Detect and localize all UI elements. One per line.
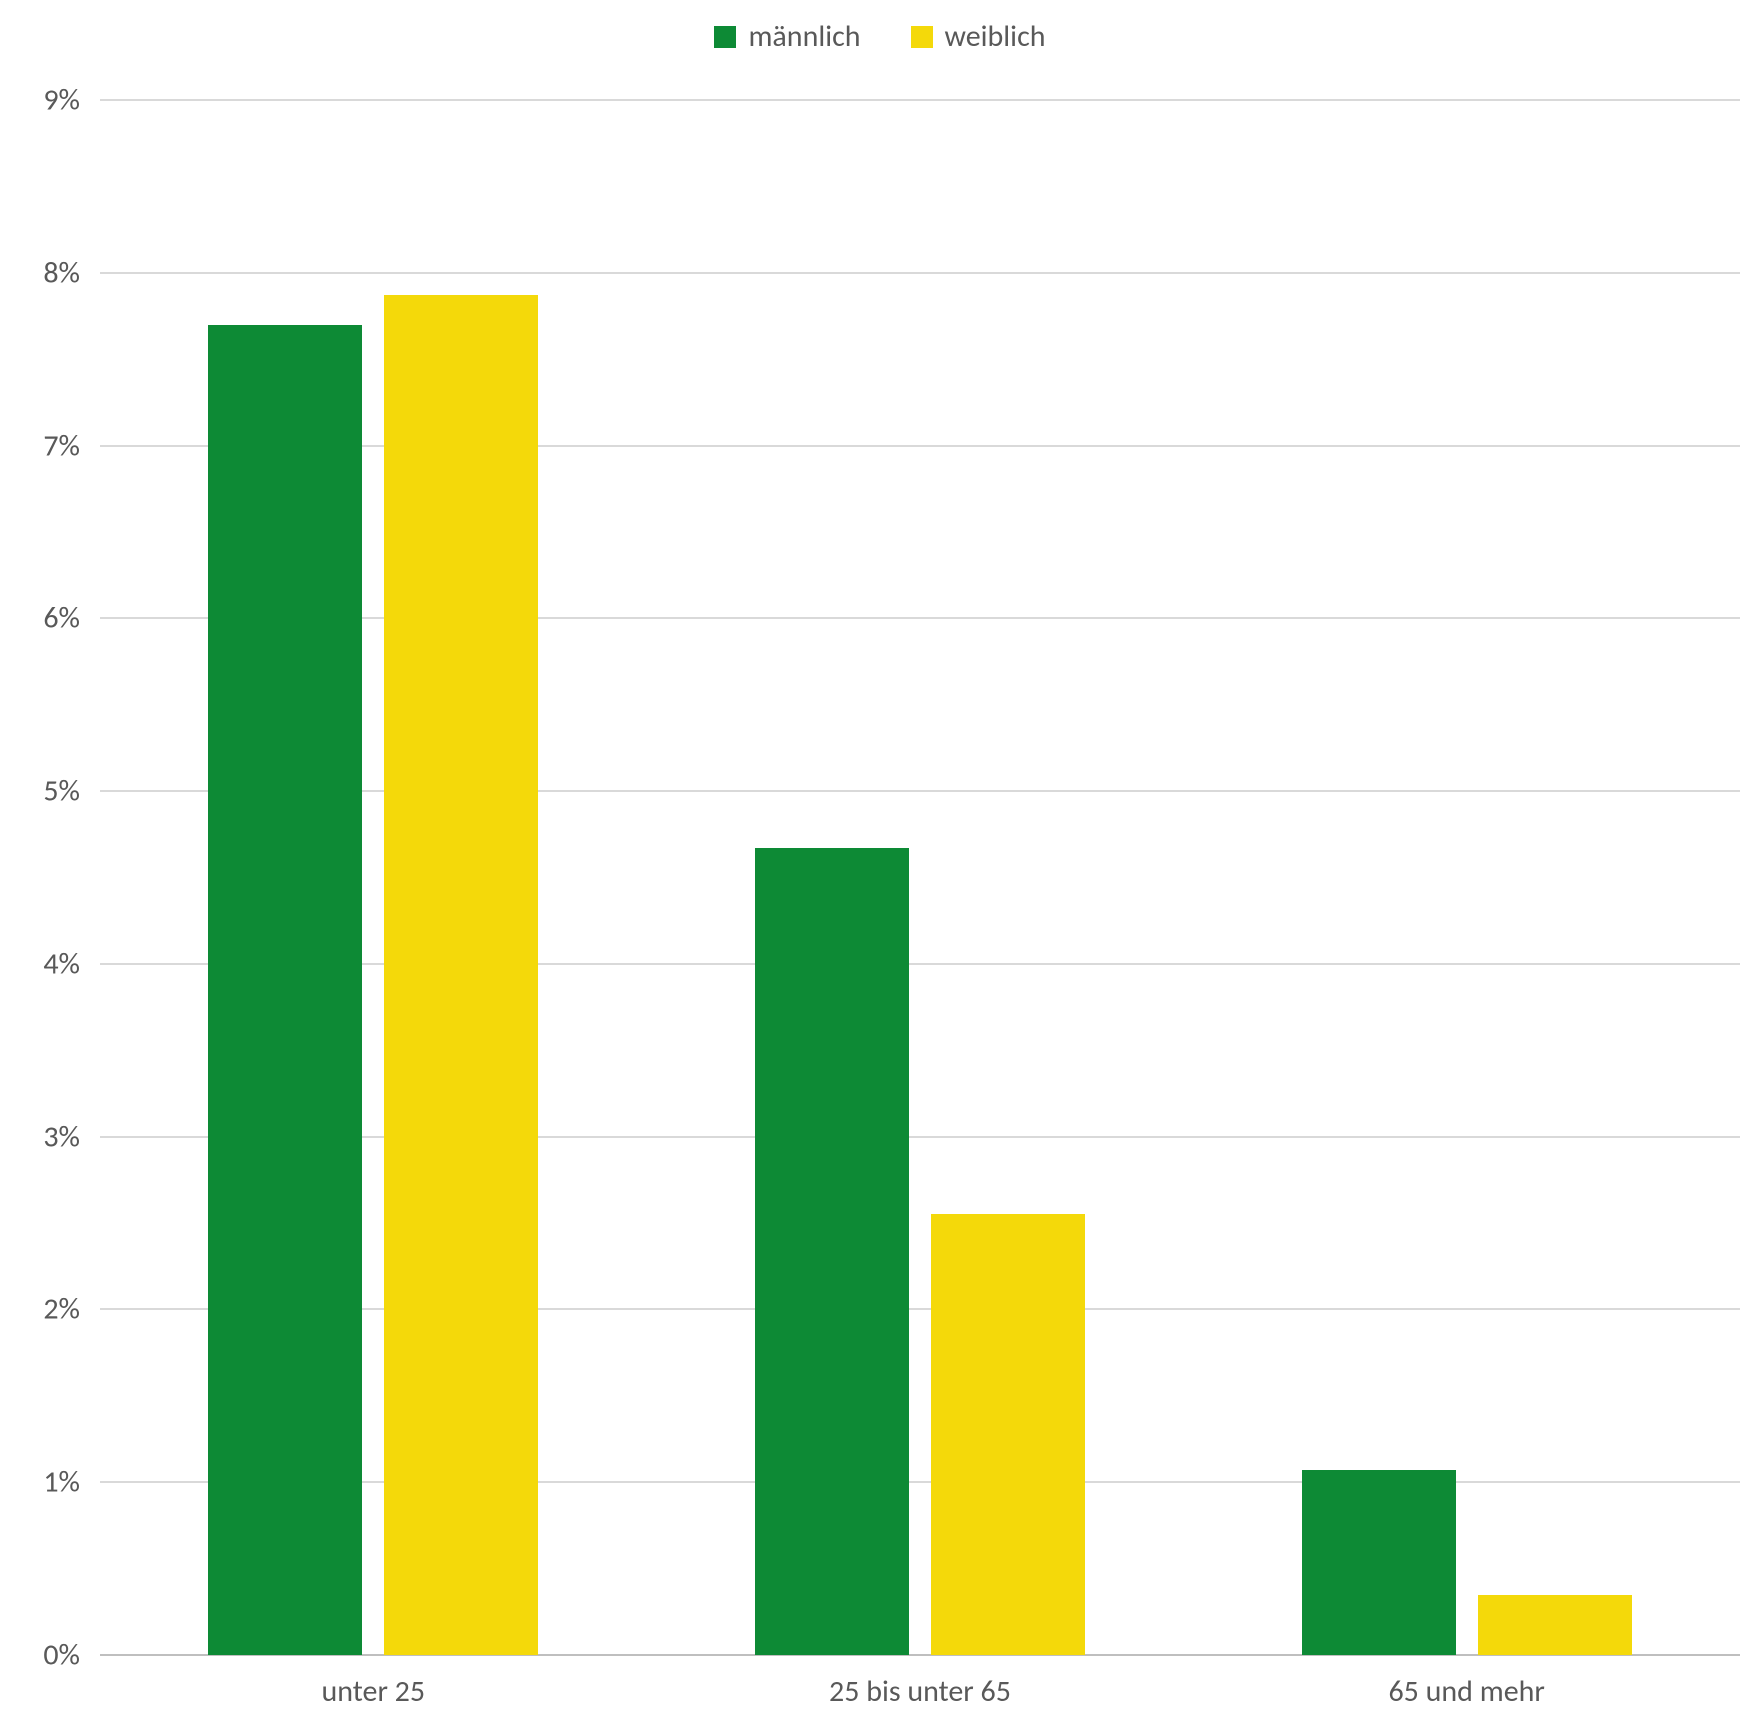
y-tick-label: 6%: [0, 600, 80, 637]
bar-chart: männlich weiblich 0% 1% 2% 3% 4% 5% 6% 7% 8% 9% un…: [0, 0, 1760, 1735]
y-tick-label: 2%: [0, 1291, 80, 1328]
y-tick-label: 7%: [0, 427, 80, 464]
bar: [931, 1214, 1085, 1655]
legend-label: weiblich: [945, 18, 1046, 55]
bar: [1478, 1595, 1632, 1655]
legend-swatch: [911, 26, 933, 48]
bar: [208, 325, 362, 1655]
legend-item: weiblich: [911, 18, 1046, 55]
legend-item: männlich: [714, 18, 860, 55]
y-tick-label: 1%: [0, 1464, 80, 1501]
legend-swatch: [714, 26, 736, 48]
y-tick-label: 0%: [0, 1637, 80, 1674]
y-tick-label: 8%: [0, 254, 80, 291]
x-tick-label: unter 25: [322, 1673, 426, 1710]
legend: männlich weiblich: [0, 18, 1760, 55]
gridline: [100, 272, 1740, 274]
y-tick-label: 9%: [0, 82, 80, 119]
y-tick-label: 4%: [0, 945, 80, 982]
legend-label: männlich: [748, 18, 860, 55]
x-tick-label: 25 bis unter 65: [829, 1673, 1011, 1710]
x-tick-label: 65 und mehr: [1388, 1673, 1544, 1710]
y-tick-label: 3%: [0, 1118, 80, 1155]
gridline: [100, 99, 1740, 101]
bar: [1302, 1470, 1456, 1655]
y-tick-label: 5%: [0, 773, 80, 810]
bar: [755, 848, 909, 1655]
bar: [384, 295, 538, 1655]
plot-area: [100, 100, 1740, 1655]
